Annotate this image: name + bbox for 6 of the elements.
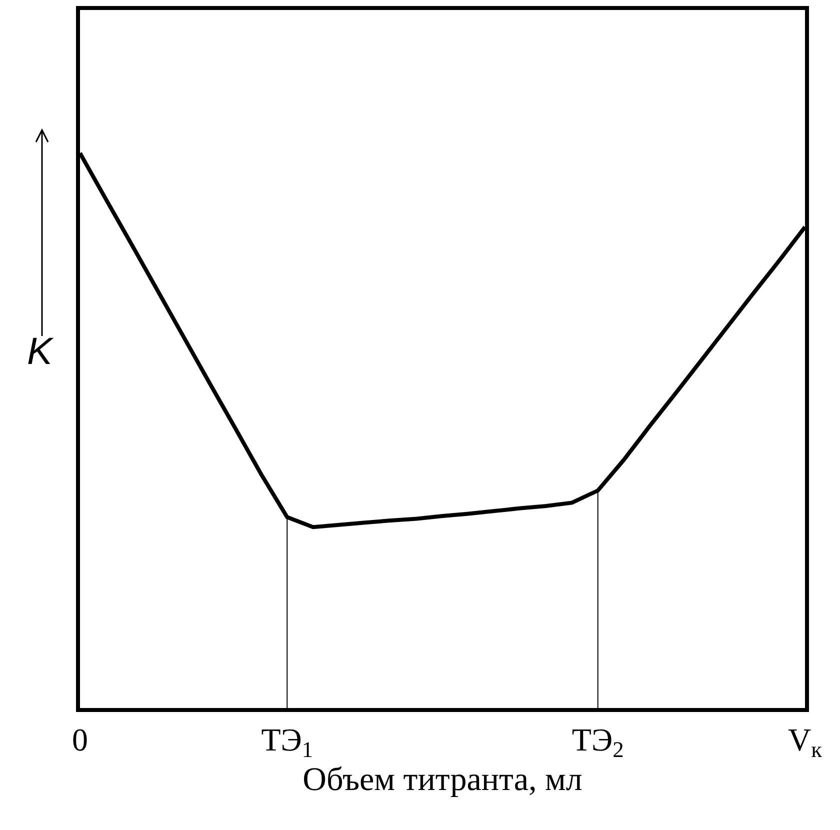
- x-tick-label: V$_{к}$: [788, 721, 822, 762]
- x-tick-label: ТЭ$_{1}$: [261, 721, 314, 762]
- x-tick-label: ТЭ$_{2}$: [572, 721, 624, 762]
- x-axis-title: Объем титранта, мл: [302, 762, 582, 798]
- x-tick-label: 0: [72, 721, 88, 758]
- y-axis-title: K: [27, 331, 54, 373]
